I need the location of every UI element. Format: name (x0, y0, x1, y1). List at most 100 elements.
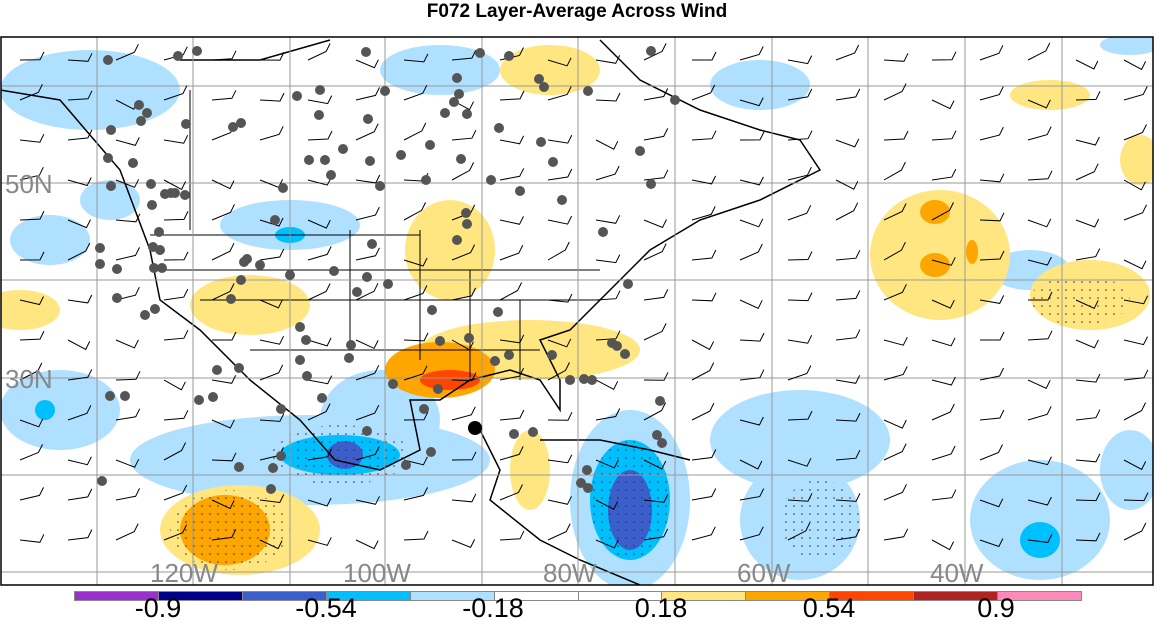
wind-barb (451, 493, 477, 503)
wind-barb (931, 337, 956, 347)
wind-barb (19, 362, 43, 381)
station-dot (120, 391, 130, 401)
wind-barb (835, 179, 859, 190)
wind-barb (1075, 492, 1101, 502)
station-dot (426, 447, 436, 457)
wind-barb (547, 338, 572, 348)
wind-barb (355, 59, 379, 69)
wind-barb (211, 499, 235, 510)
station-dot (607, 338, 617, 348)
station-dot (401, 460, 411, 470)
station-dot (456, 154, 466, 164)
wind-barb (931, 489, 957, 501)
station-dot (292, 91, 302, 101)
station-dot (486, 175, 496, 185)
wind-barb (1123, 402, 1147, 421)
wind-barb (979, 86, 1004, 101)
wind-barb (835, 249, 861, 261)
station-dot (598, 227, 608, 237)
wind-barb (835, 138, 860, 148)
wind-barb (835, 329, 861, 341)
wind-barb (67, 129, 93, 141)
wind-barb (1027, 170, 1053, 181)
station-dot (449, 97, 459, 107)
wind-barb (883, 419, 907, 429)
wind-barb (163, 179, 187, 191)
wind-barb (259, 299, 283, 309)
station-dot (314, 110, 324, 120)
wind-barb (403, 285, 428, 301)
wind-barb (259, 217, 284, 227)
station-dot (583, 86, 593, 96)
station-dot (212, 365, 222, 375)
station-dot (112, 264, 122, 274)
wind-barb (259, 126, 284, 141)
station-dot (329, 266, 339, 276)
wind-barb (739, 526, 764, 541)
station-dot (239, 257, 249, 267)
station-dots (95, 46, 680, 494)
wind-barb (259, 413, 285, 422)
wind-barb (595, 290, 621, 301)
wind-barb (67, 405, 92, 421)
wind-barb (691, 402, 715, 421)
wind-barb (115, 488, 141, 501)
station-dot (655, 396, 665, 406)
station-dot (452, 73, 462, 83)
wind-barb (1075, 453, 1101, 463)
wind-barb (883, 336, 908, 346)
station-dot (160, 189, 170, 199)
wind-barb (163, 134, 189, 144)
colorbar-label: -0.54 (295, 593, 357, 623)
wind-barb (355, 496, 380, 505)
wind-barb (835, 493, 861, 502)
station-dot (576, 478, 586, 488)
colorbar-segment (75, 592, 159, 600)
grid-labels: 50N 30N 120W 100W 80W 60W 40W (5, 169, 984, 585)
wind-barb (643, 528, 669, 541)
wind-barb (67, 53, 93, 62)
colorbar-segment (242, 592, 327, 600)
wind-barb (1075, 299, 1099, 309)
wind-barb (547, 241, 570, 261)
station-dot (326, 170, 336, 180)
wind-barb (403, 332, 429, 342)
wind-barb (691, 130, 717, 141)
wind-barb (739, 46, 764, 61)
wind-barb (1123, 59, 1147, 71)
wind-barb (499, 168, 525, 181)
station-dot (388, 379, 398, 389)
wind-barb (883, 161, 906, 181)
colorbar-segment (494, 592, 579, 600)
wind-barb (643, 323, 667, 341)
wind-barb (115, 458, 140, 468)
wind-barb (307, 219, 331, 229)
wind-barb (115, 213, 141, 223)
coastline (1, 39, 822, 585)
wind-barb (643, 128, 669, 141)
wind-barb (403, 411, 429, 421)
wind-barb (163, 410, 189, 421)
station-dot (623, 279, 633, 289)
station-dot (194, 395, 204, 405)
wind-barb (931, 257, 956, 266)
wind-barb (931, 168, 957, 181)
station-dot (173, 51, 183, 61)
wind-barb (307, 43, 331, 61)
wind-barb (355, 404, 380, 421)
wind-barb (115, 523, 139, 541)
wind-barb (1123, 179, 1146, 191)
wind-barb (739, 369, 765, 381)
wind-barb (883, 366, 908, 381)
wind-barb (1123, 124, 1147, 141)
station-dot (462, 219, 472, 229)
wind-barb (595, 55, 621, 64)
colorbar-segment (830, 592, 915, 600)
wind-barb (739, 218, 764, 228)
wind-barb (451, 287, 477, 301)
wind-barbs (19, 42, 1149, 551)
wind-barb (643, 494, 669, 503)
wind-barb (595, 408, 621, 421)
station-dot (180, 190, 190, 200)
wind-barb (19, 487, 44, 501)
